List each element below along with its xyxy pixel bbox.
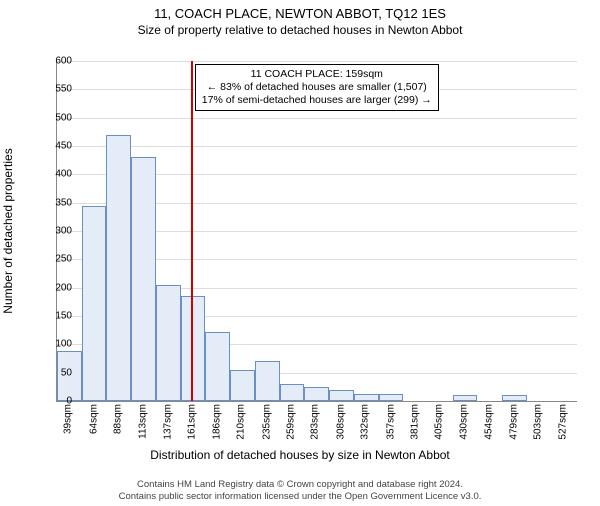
x-tick-label: 39sqm xyxy=(63,404,74,434)
annotation-box: 11 COACH PLACE: 159sqm← 83% of detached … xyxy=(195,64,439,111)
x-axis-label: Distribution of detached houses by size … xyxy=(0,448,600,462)
x-tick-label: 186sqm xyxy=(212,404,223,440)
histogram-bar xyxy=(156,285,181,401)
histogram-bar xyxy=(181,296,206,401)
y-tick-label: 550 xyxy=(32,84,72,95)
reference-line xyxy=(191,61,193,401)
histogram-bar xyxy=(354,394,379,401)
histogram-bar xyxy=(304,387,329,401)
y-tick-label: 200 xyxy=(32,282,72,293)
gridline-h xyxy=(57,118,577,119)
histogram-bar xyxy=(82,206,107,402)
histogram-bar xyxy=(255,361,280,401)
x-tick-label: 527sqm xyxy=(557,404,568,440)
x-tick-label: 137sqm xyxy=(162,404,173,440)
x-tick-label: 88sqm xyxy=(112,404,123,434)
y-tick-label: 350 xyxy=(32,197,72,208)
annotation-line-2: ← 83% of detached houses are smaller (1,… xyxy=(202,81,432,94)
x-tick-label: 503sqm xyxy=(533,404,544,440)
histogram-bar xyxy=(106,135,131,401)
y-tick-label: 300 xyxy=(32,226,72,237)
gridline-h xyxy=(57,61,577,62)
annotation-line-1: 11 COACH PLACE: 159sqm xyxy=(202,68,432,81)
y-tick-label: 250 xyxy=(32,254,72,265)
y-tick-label: 450 xyxy=(32,141,72,152)
x-tick-label: 259sqm xyxy=(286,404,297,440)
histogram-bar xyxy=(502,395,527,401)
annotation-line-3: 17% of semi-detached houses are larger (… xyxy=(202,94,432,107)
x-tick-label: 113sqm xyxy=(138,404,149,439)
x-tick-label: 235sqm xyxy=(261,404,272,440)
x-tick-label: 283sqm xyxy=(310,404,321,440)
histogram-bar xyxy=(230,370,255,401)
plot-area: 11 COACH PLACE: 159sqm← 83% of detached … xyxy=(56,61,577,402)
x-tick-label: 210sqm xyxy=(236,404,247,440)
x-tick-label: 430sqm xyxy=(459,404,470,440)
x-tick-label: 454sqm xyxy=(483,404,494,440)
y-tick-label: 150 xyxy=(32,311,72,322)
x-tick-label: 479sqm xyxy=(509,404,520,440)
x-tick-label: 332sqm xyxy=(360,404,371,440)
x-tick-label: 64sqm xyxy=(88,404,99,434)
histogram-bar xyxy=(379,394,404,401)
x-tick-label: 161sqm xyxy=(186,404,197,440)
footer-line-1: Contains HM Land Registry data © Crown c… xyxy=(0,479,600,491)
x-tick-label: 381sqm xyxy=(409,404,420,440)
histogram-bar xyxy=(453,395,478,401)
histogram-bar xyxy=(205,332,230,401)
histogram-bar xyxy=(280,384,305,401)
chart-title: 11, COACH PLACE, NEWTON ABBOT, TQ12 1ES xyxy=(0,6,600,21)
x-tick-label: 357sqm xyxy=(385,404,396,440)
y-tick-label: 500 xyxy=(32,112,72,123)
y-tick-label: 600 xyxy=(32,56,72,67)
chart-subtitle: Size of property relative to detached ho… xyxy=(0,23,600,37)
x-tick-label: 308sqm xyxy=(335,404,346,440)
x-tick-label: 405sqm xyxy=(434,404,445,440)
y-tick-label: 100 xyxy=(32,339,72,350)
y-tick-label: 400 xyxy=(32,169,72,180)
footer-attribution: Contains HM Land Registry data © Crown c… xyxy=(0,479,600,503)
gridline-h xyxy=(57,146,577,147)
histogram-bar xyxy=(329,390,354,401)
histogram-bar xyxy=(131,157,156,401)
footer-line-2: Contains public sector information licen… xyxy=(0,491,600,503)
y-tick-label: 50 xyxy=(32,367,72,378)
y-axis-label: Number of detached properties xyxy=(1,148,15,313)
